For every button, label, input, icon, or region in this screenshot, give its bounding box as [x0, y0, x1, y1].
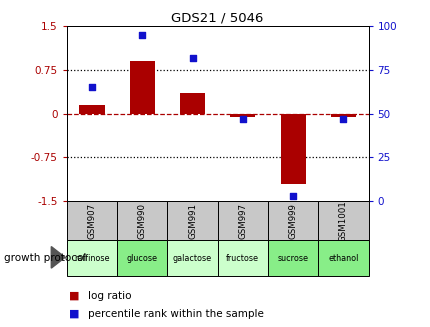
- Bar: [280, 113, 305, 184]
- Bar: [180, 93, 205, 113]
- Text: GSM1001: GSM1001: [338, 200, 347, 242]
- Text: growth protocol: growth protocol: [4, 253, 86, 263]
- Bar: [117, 201, 167, 240]
- Bar: [167, 240, 217, 276]
- Text: sucrose: sucrose: [277, 254, 308, 263]
- Point: [289, 193, 296, 198]
- Bar: [117, 240, 167, 276]
- Text: GSM999: GSM999: [288, 203, 297, 239]
- Bar: [79, 105, 104, 113]
- Text: GSM991: GSM991: [187, 203, 197, 239]
- Text: GSM990: GSM990: [138, 203, 146, 239]
- Point: [239, 116, 246, 122]
- Point: [339, 116, 346, 122]
- Text: GSM907: GSM907: [87, 203, 96, 239]
- Bar: [317, 201, 368, 240]
- Bar: [267, 201, 317, 240]
- Bar: [330, 113, 355, 116]
- Bar: [317, 240, 368, 276]
- Point: [88, 85, 95, 90]
- Text: glucose: glucose: [126, 254, 157, 263]
- Bar: [217, 201, 267, 240]
- Title: GDS21 / 5046: GDS21 / 5046: [171, 12, 263, 25]
- Text: ethanol: ethanol: [327, 254, 358, 263]
- Text: ■: ■: [69, 309, 79, 319]
- Text: raffinose: raffinose: [74, 254, 110, 263]
- Text: fructose: fructose: [226, 254, 259, 263]
- Polygon shape: [51, 247, 65, 268]
- Text: percentile rank within the sample: percentile rank within the sample: [88, 309, 264, 319]
- Bar: [167, 201, 217, 240]
- Bar: [67, 240, 117, 276]
- Text: galactose: galactose: [172, 254, 212, 263]
- Bar: [67, 201, 117, 240]
- Point: [189, 55, 196, 60]
- Bar: [217, 240, 267, 276]
- Text: GSM997: GSM997: [238, 203, 247, 239]
- Text: log ratio: log ratio: [88, 291, 132, 301]
- Point: [138, 32, 145, 38]
- Text: ■: ■: [69, 291, 79, 301]
- Bar: [267, 240, 317, 276]
- Bar: [129, 61, 154, 113]
- Bar: [230, 113, 255, 116]
